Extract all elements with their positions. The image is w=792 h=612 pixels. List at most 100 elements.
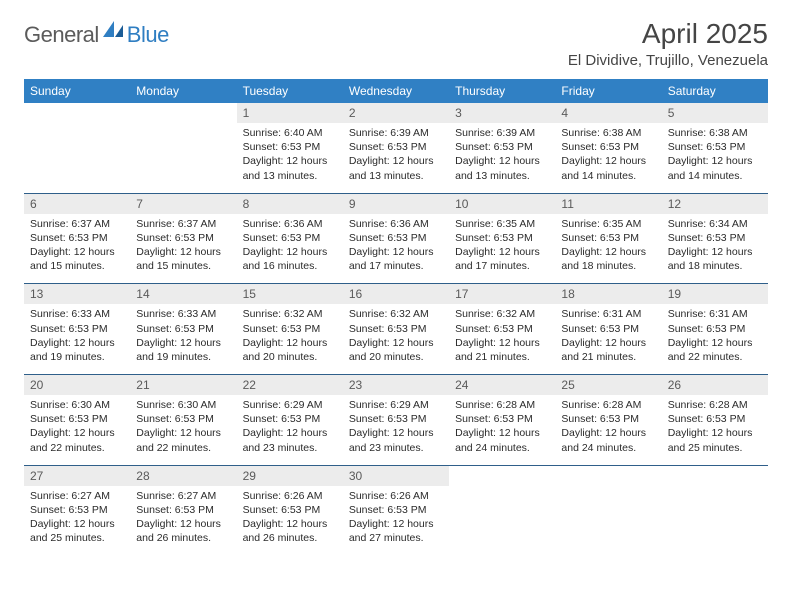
daylight-line: Daylight: 12 hours and 20 minutes.	[349, 337, 434, 363]
day-body: Sunrise: 6:30 AMSunset: 6:53 PMDaylight:…	[24, 395, 130, 465]
day-number	[662, 466, 768, 486]
day-number: 9	[343, 194, 449, 214]
daylight-line: Daylight: 12 hours and 15 minutes.	[30, 246, 115, 272]
day-header: Monday	[130, 79, 236, 103]
sunset-line: Sunset: 6:53 PM	[349, 413, 427, 425]
logo-sail-icon	[103, 21, 125, 44]
sunrise-line: Sunrise: 6:32 AM	[349, 308, 429, 320]
daylight-line: Daylight: 12 hours and 22 minutes.	[668, 337, 753, 363]
sunset-line: Sunset: 6:53 PM	[561, 232, 639, 244]
sunset-line: Sunset: 6:53 PM	[561, 141, 639, 153]
day-number: 3	[449, 103, 555, 123]
sunset-line: Sunset: 6:53 PM	[455, 141, 533, 153]
sunset-line: Sunset: 6:53 PM	[30, 323, 108, 335]
day-body: Sunrise: 6:29 AMSunset: 6:53 PMDaylight:…	[343, 395, 449, 465]
sunset-line: Sunset: 6:53 PM	[30, 232, 108, 244]
day-body: Sunrise: 6:32 AMSunset: 6:53 PMDaylight:…	[237, 304, 343, 374]
day-cell: 25Sunrise: 6:28 AMSunset: 6:53 PMDayligh…	[555, 375, 661, 466]
sunset-line: Sunset: 6:53 PM	[455, 413, 533, 425]
sunset-line: Sunset: 6:53 PM	[30, 504, 108, 516]
sunset-line: Sunset: 6:53 PM	[243, 413, 321, 425]
day-cell: 27Sunrise: 6:27 AMSunset: 6:53 PMDayligh…	[24, 465, 130, 555]
sunrise-line: Sunrise: 6:31 AM	[668, 308, 748, 320]
day-cell	[662, 465, 768, 555]
day-body	[24, 123, 130, 183]
day-number: 19	[662, 284, 768, 304]
day-header: Saturday	[662, 79, 768, 103]
sunset-line: Sunset: 6:53 PM	[243, 141, 321, 153]
sunrise-line: Sunrise: 6:27 AM	[136, 490, 216, 502]
day-cell: 9Sunrise: 6:36 AMSunset: 6:53 PMDaylight…	[343, 193, 449, 284]
day-cell: 17Sunrise: 6:32 AMSunset: 6:53 PMDayligh…	[449, 284, 555, 375]
day-number: 8	[237, 194, 343, 214]
calendar-body: 1Sunrise: 6:40 AMSunset: 6:53 PMDaylight…	[24, 103, 768, 555]
sunset-line: Sunset: 6:53 PM	[561, 413, 639, 425]
day-cell	[24, 103, 130, 193]
page-subtitle: El Dividive, Trujillo, Venezuela	[568, 52, 768, 69]
day-number: 7	[130, 194, 236, 214]
day-cell: 11Sunrise: 6:35 AMSunset: 6:53 PMDayligh…	[555, 193, 661, 284]
day-body: Sunrise: 6:32 AM Sunset: 6:53 PM Daylight:…	[343, 304, 449, 374]
day-number: 28	[130, 466, 236, 486]
day-body	[662, 486, 768, 546]
sunset-line: Sunset: 6:53 PM	[349, 323, 427, 335]
day-body: Sunrise: 6:38 AM Sunset: 6:53 PM Daylight:…	[662, 123, 768, 193]
daylight-line: Daylight: 12 hours and 19 minutes.	[136, 337, 221, 363]
day-number: 14	[130, 284, 236, 304]
day-cell: 12Sunrise: 6:34 AMSunset: 6:53 PMDayligh…	[662, 193, 768, 284]
daylight-line: Daylight: 12 hours and 25 minutes.	[30, 518, 115, 544]
daylight-line: Daylight: 12 hours and 14 minutes.	[668, 155, 753, 181]
daylight-line: Daylight: 12 hours and 22 minutes.	[30, 427, 115, 453]
day-cell: 18Sunrise: 6:31 AMSunset: 6:53 PMDayligh…	[555, 284, 661, 375]
calendar-table: Sunday Monday Tuesday Wednesday Thursday…	[24, 79, 768, 555]
daylight-line: Daylight: 12 hours and 21 minutes.	[455, 337, 540, 363]
day-number: 21	[130, 375, 236, 395]
sunrise-line: Sunrise: 6:31 AM	[561, 308, 641, 320]
day-cell: 19Sunrise: 6:31 AMSunset: 6:53 PMDayligh…	[662, 284, 768, 375]
sunset-line: Sunset: 6:53 PM	[136, 504, 214, 516]
day-body: Sunrise: 6:31 AMSunset: 6:53 PMDaylight:…	[555, 304, 661, 374]
day-body: Sunrise: 6:37 AMSunset: 6:53 PMDaylight:…	[130, 214, 236, 284]
daylight-line: Daylight: 12 hours and 19 minutes.	[30, 337, 115, 363]
daylight-line: Daylight: 12 hours and 24 minutes.	[455, 427, 540, 453]
day-header: Wednesday	[343, 79, 449, 103]
sunset-line: Sunset: 6:53 PM	[243, 232, 321, 244]
day-body	[130, 123, 236, 183]
day-cell	[555, 465, 661, 555]
sunrise-line: Sunrise: 6:38 AM	[668, 127, 748, 139]
sunrise-line: Sunrise: 6:28 AM	[668, 399, 748, 411]
daylight-line: Daylight: 12 hours and 26 minutes.	[136, 518, 221, 544]
sunset-line: Sunset: 6:53 PM	[668, 141, 746, 153]
day-body: Sunrise: 6:40 AMSunset: 6:53 PMDaylight:…	[237, 123, 343, 193]
day-body: Sunrise: 6:28 AMSunset: 6:53 PMDaylight:…	[449, 395, 555, 465]
day-number: 10	[449, 194, 555, 214]
sunrise-line: Sunrise: 6:37 AM	[30, 218, 110, 230]
daylight-line: Daylight: 12 hours and 25 minutes.	[668, 427, 753, 453]
sunrise-line: Sunrise: 6:27 AM	[30, 490, 110, 502]
day-cell	[449, 465, 555, 555]
day-number: 22	[237, 375, 343, 395]
sunrise-line: Sunrise: 6:28 AM	[561, 399, 641, 411]
day-body: Sunrise: 6:31 AMSunset: 6:53 PMDaylight:…	[662, 304, 768, 374]
day-cell: 7Sunrise: 6:37 AMSunset: 6:53 PMDaylight…	[130, 193, 236, 284]
day-cell: 10Sunrise: 6:35 AMSunset: 6:53 PMDayligh…	[449, 193, 555, 284]
sunset-line: Sunset: 6:53 PM	[455, 323, 533, 335]
sunset-line: Sunset: 6:53 PM	[349, 141, 427, 153]
day-number: 1	[237, 103, 343, 123]
day-body: Sunrise: 6:37 AM Sunset: 6:53 PM Daylight:…	[24, 214, 130, 284]
day-body: Sunrise: 6:33 AMSunset: 6:53 PMDaylight:…	[24, 304, 130, 374]
week-row: 20Sunrise: 6:30 AMSunset: 6:53 PMDayligh…	[24, 375, 768, 466]
day-number: 20	[24, 375, 130, 395]
day-cell: 2Sunrise: 6:39 AMSunset: 6:53 PMDaylight…	[343, 103, 449, 193]
day-number: 30	[343, 466, 449, 486]
day-body: Sunrise: 6:33 AMSunset: 6:53 PMDaylight:…	[130, 304, 236, 374]
day-header: Tuesday	[237, 79, 343, 103]
day-cell: 1Sunrise: 6:40 AMSunset: 6:53 PMDaylight…	[237, 103, 343, 193]
day-cell: 22Sunrise: 6:29 AMSunset: 6:53 PMDayligh…	[237, 375, 343, 466]
daylight-line: Daylight: 12 hours and 15 minutes.	[136, 246, 221, 272]
sunset-line: Sunset: 6:53 PM	[668, 232, 746, 244]
day-body: Sunrise: 6:35 AMSunset: 6:53 PMDaylight:…	[555, 214, 661, 284]
sunrise-line: Sunrise: 6:29 AM	[349, 399, 429, 411]
sunset-line: Sunset: 6:53 PM	[561, 323, 639, 335]
sunrise-line: Sunrise: 6:30 AM	[136, 399, 216, 411]
